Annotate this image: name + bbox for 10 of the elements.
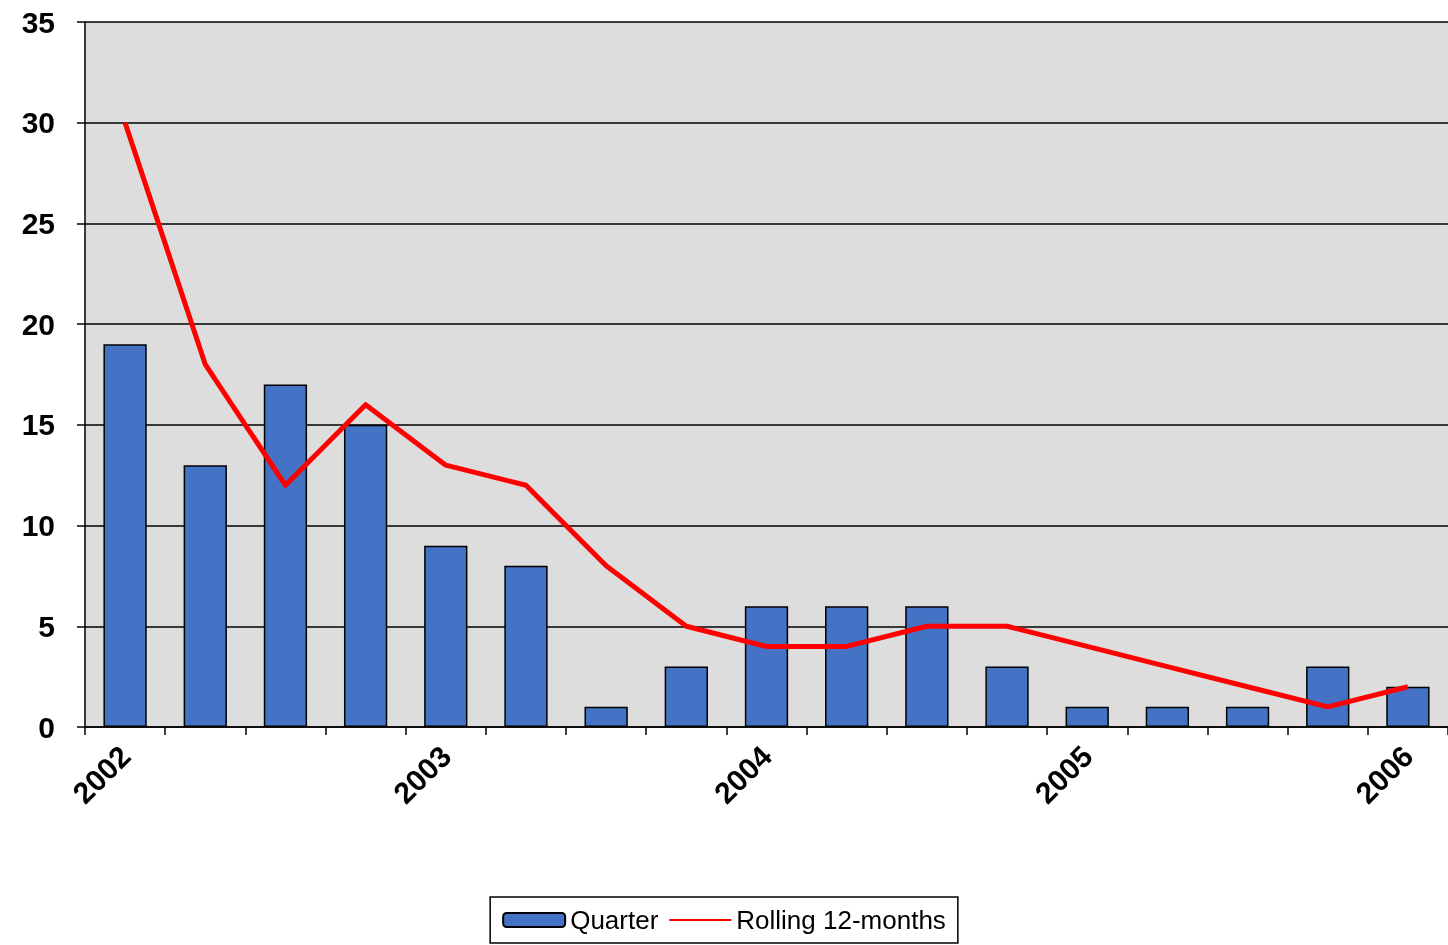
y-tick-label: 20	[21, 307, 55, 341]
legend-label: Rolling 12-months	[736, 905, 946, 935]
y-tick-label: 25	[21, 206, 55, 240]
y-tick-label: 15	[21, 408, 55, 442]
y-tick-label: 30	[21, 106, 55, 140]
y-tick-label: 10	[21, 509, 55, 543]
legend-label: Quarter	[570, 905, 659, 935]
y-tick-label: 35	[21, 5, 55, 39]
y-tick-label: 0	[38, 710, 55, 744]
y-tick-label: 5	[38, 609, 55, 643]
